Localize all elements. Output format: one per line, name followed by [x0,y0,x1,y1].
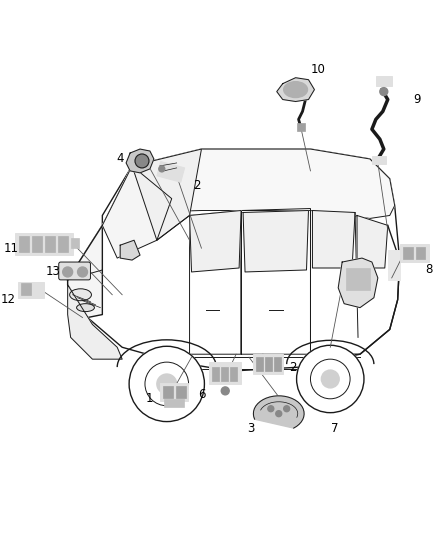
Text: 3: 3 [247,422,254,435]
Circle shape [221,387,229,395]
Circle shape [78,267,88,277]
Ellipse shape [77,304,95,312]
Circle shape [284,406,290,411]
Ellipse shape [70,289,92,301]
Text: 6: 6 [198,389,205,401]
Bar [346,268,370,290]
Polygon shape [126,149,154,173]
Circle shape [297,345,364,413]
Bar [212,367,219,381]
Bar [256,357,263,371]
Bar [265,357,272,371]
Polygon shape [243,211,308,272]
Circle shape [63,267,73,277]
Bar [388,250,399,280]
Circle shape [268,406,274,411]
Bar [416,247,425,259]
Bar [15,233,73,255]
Bar [209,362,241,384]
Polygon shape [67,285,122,359]
Bar [297,123,304,131]
Polygon shape [338,258,378,308]
Circle shape [135,154,149,168]
Circle shape [129,346,205,422]
Polygon shape [102,149,395,225]
Text: 12: 12 [1,293,16,306]
Bar [372,156,386,164]
Bar [45,236,55,252]
Bar [58,236,67,252]
Text: 2: 2 [289,361,297,374]
Circle shape [159,166,165,172]
Bar [32,236,42,252]
Polygon shape [102,166,172,258]
Bar [160,383,187,401]
FancyBboxPatch shape [59,262,91,280]
Bar [376,76,392,86]
Text: 8: 8 [426,263,433,277]
Bar [21,283,31,295]
Circle shape [380,87,388,95]
Circle shape [276,411,282,417]
Bar [163,386,173,398]
Polygon shape [253,396,304,428]
Text: 10: 10 [311,63,326,76]
Polygon shape [357,215,388,268]
Circle shape [157,374,177,394]
Polygon shape [312,211,355,268]
Circle shape [321,370,339,388]
Polygon shape [67,225,102,318]
Text: 13: 13 [46,265,60,278]
Polygon shape [190,211,241,272]
Bar [403,247,413,259]
Text: 1: 1 [146,392,154,405]
Bar [399,244,429,262]
Bar [19,236,29,252]
Text: 11: 11 [4,241,19,255]
Bar [18,282,44,298]
Bar [176,386,186,398]
Bar [253,354,283,374]
Bar [157,161,185,182]
Bar [230,367,237,381]
Bar [274,357,281,371]
Bar [221,367,228,381]
Polygon shape [277,78,314,101]
Text: 9: 9 [414,93,421,106]
Polygon shape [120,240,140,260]
Ellipse shape [284,82,307,98]
Text: 2: 2 [193,179,200,192]
Polygon shape [67,149,399,371]
Text: 4: 4 [117,152,124,165]
Bar [71,238,78,248]
Bar [164,399,184,407]
Polygon shape [132,149,201,240]
Text: 7: 7 [332,422,339,435]
